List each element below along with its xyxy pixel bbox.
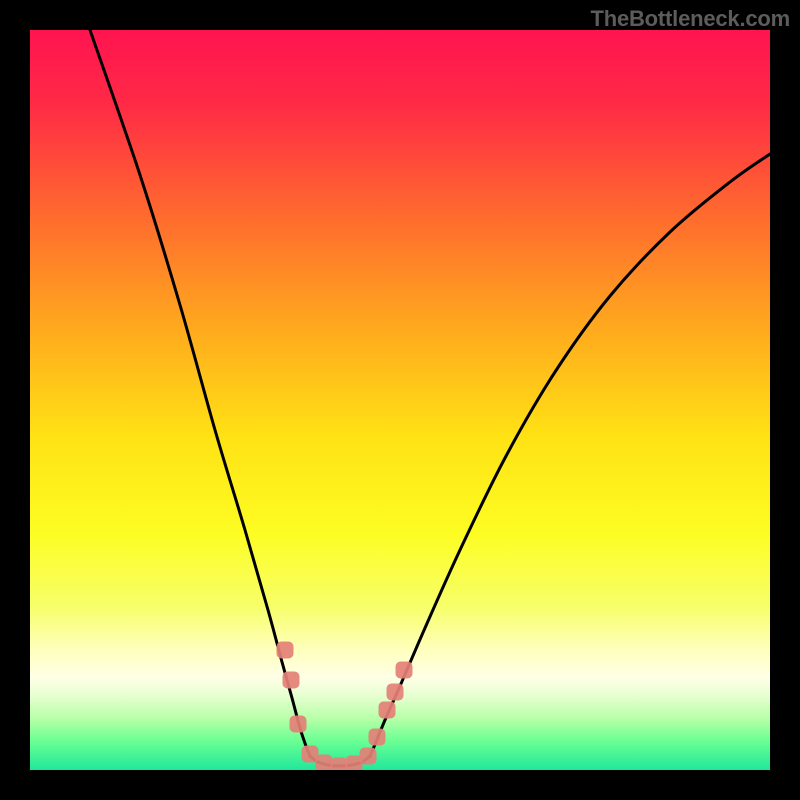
plot-area — [30, 30, 770, 770]
data-marker — [290, 716, 307, 733]
data-marker — [360, 748, 377, 765]
chart-frame: TheBottleneck.com — [0, 0, 800, 800]
data-marker — [387, 684, 404, 701]
data-marker — [396, 662, 413, 679]
data-marker — [379, 702, 396, 719]
watermark-text: TheBottleneck.com — [590, 6, 790, 32]
data-marker — [369, 729, 386, 746]
data-marker — [283, 672, 300, 689]
bottleneck-curve — [30, 30, 770, 770]
data-marker — [316, 755, 333, 771]
data-marker — [331, 758, 348, 771]
data-marker — [277, 642, 294, 659]
